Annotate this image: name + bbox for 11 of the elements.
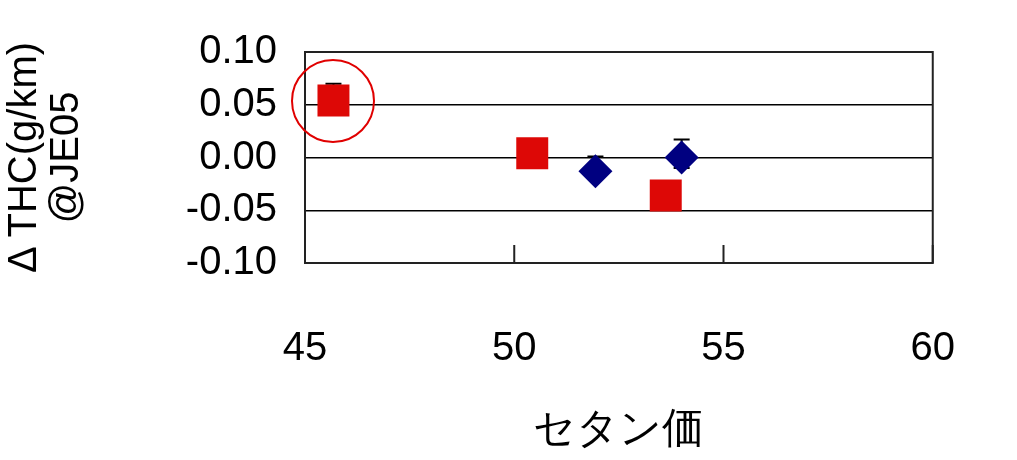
y-tick-label: 0.00 <box>199 132 277 177</box>
y-tick-label: 0.05 <box>199 79 277 124</box>
y-tick-label: -0.05 <box>185 185 277 230</box>
y-axis-title: Δ THC(g/km) @JE05 <box>0 41 87 274</box>
x-tick-label: 55 <box>701 324 746 369</box>
x-tick-label: 60 <box>910 324 955 369</box>
x-tick-label: 50 <box>492 324 537 369</box>
y-tick-label: 0.10 <box>199 27 277 72</box>
y-tick-label: -0.10 <box>185 238 277 283</box>
x-axis-title: セタン価 <box>533 404 705 452</box>
x-tick-label: 45 <box>282 324 328 369</box>
